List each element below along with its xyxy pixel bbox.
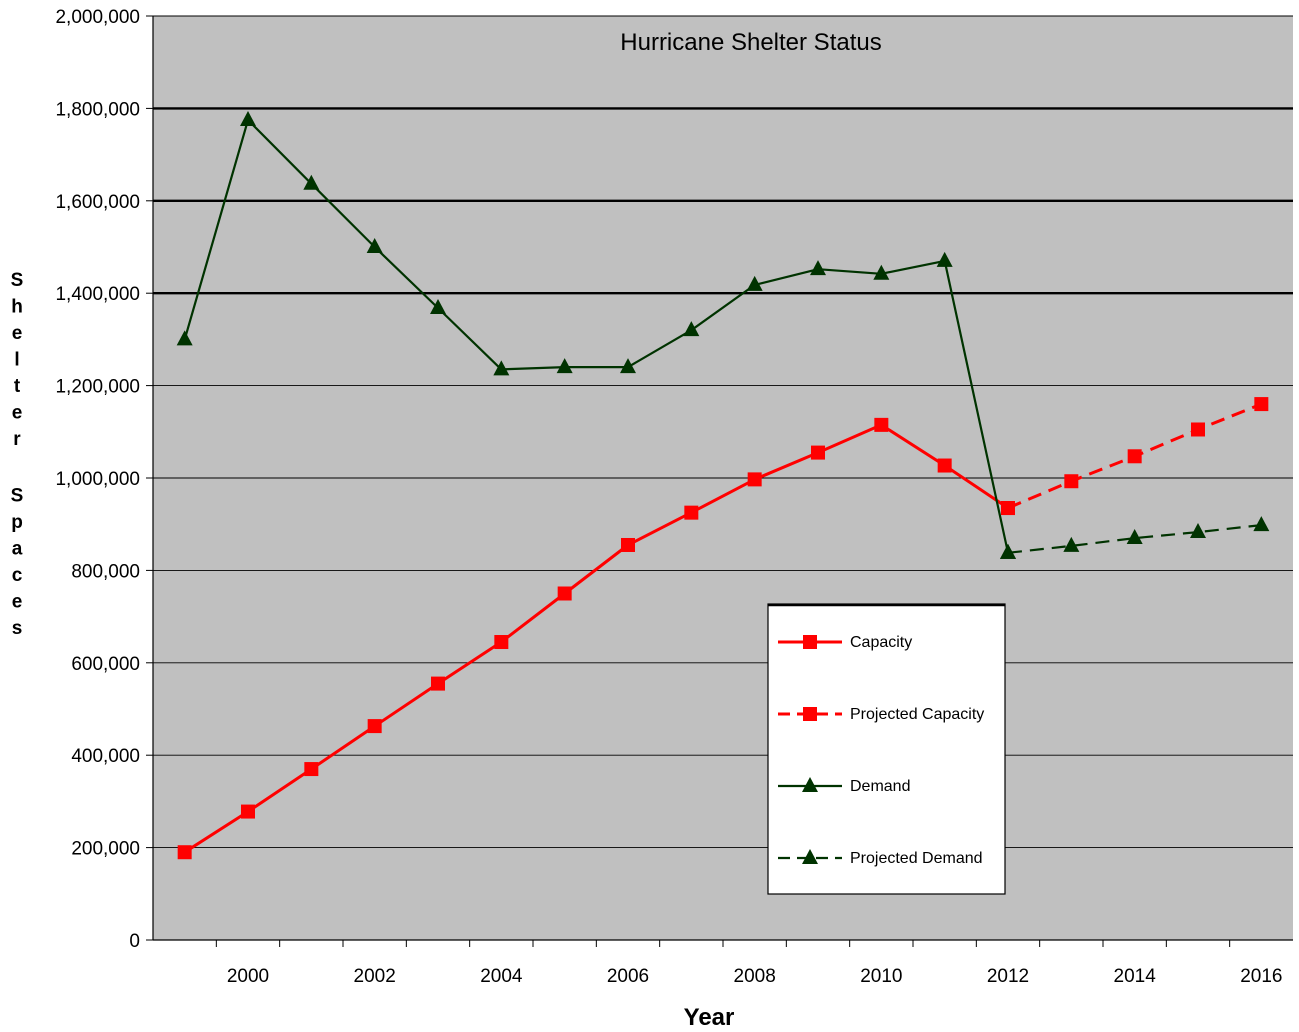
data-point <box>621 537 635 552</box>
series-projected-demand <box>1000 516 1270 559</box>
data-point <box>684 505 699 520</box>
x-tick-label: 2014 <box>1114 966 1157 987</box>
y-tick-label: 1,400,000 <box>55 284 140 305</box>
data-point <box>1191 422 1205 437</box>
data-point <box>303 174 320 190</box>
legend-marker <box>802 849 818 864</box>
y-tick-label: 0 <box>129 931 140 952</box>
data-point <box>937 458 952 473</box>
data-point <box>366 238 383 253</box>
data-point <box>1127 449 1142 464</box>
y-tick-label: 200,000 <box>71 839 140 860</box>
legend-item: Projected Demand <box>778 849 983 867</box>
legend-item: Capacity <box>778 634 912 651</box>
series-line <box>183 423 1009 854</box>
legend-marker <box>802 777 818 792</box>
data-point <box>1063 536 1080 552</box>
chart-title: Hurricane Shelter Status <box>620 29 881 56</box>
data-point <box>1254 397 1269 412</box>
data-point <box>177 845 192 860</box>
y-tick-label: 800,000 <box>71 561 140 582</box>
data-point <box>1190 523 1206 539</box>
data-point <box>747 472 762 487</box>
data-point <box>304 762 319 777</box>
data-point <box>176 330 193 346</box>
data-point <box>936 251 953 267</box>
data-point <box>811 445 825 460</box>
data-point <box>240 110 256 126</box>
data-point <box>874 417 889 432</box>
legend-marker <box>803 707 817 721</box>
series-line <box>183 118 1010 554</box>
x-tick-label: 2016 <box>1240 966 1282 987</box>
x-tick-label: 2008 <box>734 966 776 987</box>
legend-label: Demand <box>850 778 910 795</box>
legend-label: Capacity <box>850 634 912 651</box>
data-point <box>1126 529 1143 545</box>
legend-label: Projected Demand <box>850 850 983 867</box>
y-tick-label: 1,200,000 <box>55 377 140 398</box>
y-tick-label: 400,000 <box>71 746 140 767</box>
y-tick-label: 1,600,000 <box>55 192 140 213</box>
data-point <box>493 360 510 376</box>
x-tick-label: 2006 <box>607 966 649 987</box>
y-tick-label: 2,000,000 <box>55 7 140 28</box>
data-point <box>810 260 826 276</box>
x-tick-label: 2002 <box>354 966 396 987</box>
data-point <box>367 719 382 734</box>
x-tick-label: 2000 <box>227 966 269 987</box>
legend-item: Demand <box>778 777 910 795</box>
data-point <box>494 635 509 650</box>
data-point <box>683 321 700 337</box>
data-point <box>873 264 890 280</box>
data-point <box>746 275 763 291</box>
legend-label: Projected Capacity <box>850 706 984 723</box>
y-tick-label: 1,800,000 <box>55 99 140 120</box>
series-capacity <box>177 417 1015 860</box>
data-point <box>1001 501 1015 516</box>
data-point <box>556 358 573 374</box>
x-axis-title: Year <box>684 1004 735 1031</box>
x-tick-label: 2012 <box>987 966 1029 987</box>
data-point <box>241 804 255 819</box>
data-point <box>1253 516 1270 532</box>
y-tick-label: 600,000 <box>71 654 140 675</box>
data-point <box>557 586 572 601</box>
data-point <box>1064 474 1079 489</box>
data-point <box>430 298 446 314</box>
data-point <box>1000 543 1016 559</box>
x-tick-label: 2004 <box>480 966 523 987</box>
series-projected-capacity <box>1001 397 1269 516</box>
series-demand <box>176 110 1016 559</box>
y-tick-label: 1,000,000 <box>55 469 140 490</box>
legend-item: Projected Capacity <box>778 706 984 723</box>
legend-marker <box>803 635 817 649</box>
x-tick-label: 2010 <box>860 966 902 987</box>
data-point <box>620 358 636 374</box>
legend-box <box>767 603 1006 895</box>
data-point <box>431 676 445 691</box>
